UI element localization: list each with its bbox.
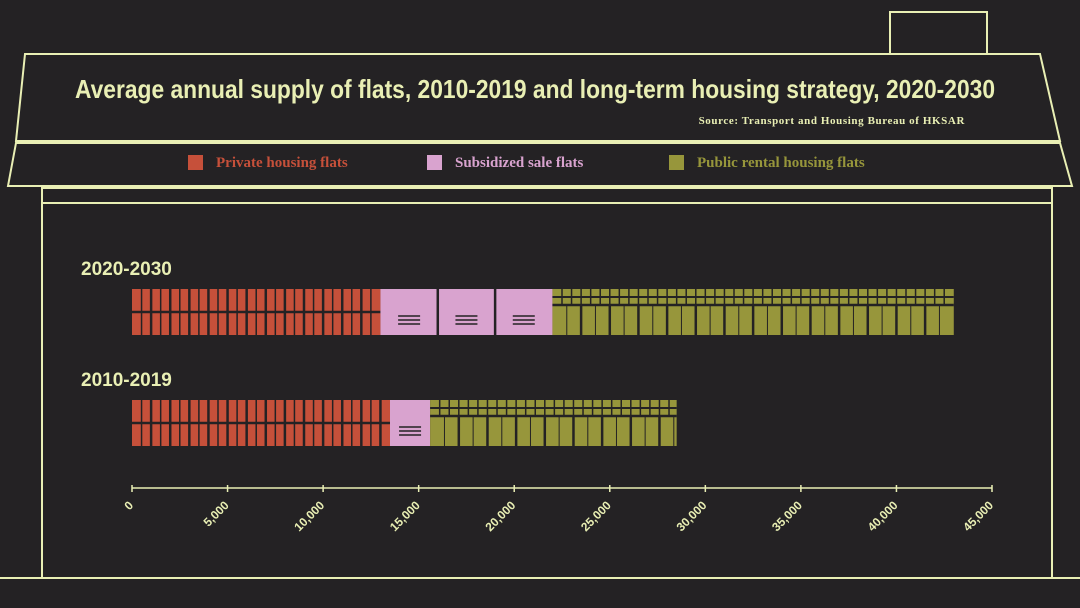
bars-group: 2020-2030 2010-2019 (81, 259, 954, 446)
bar-fill-subsidized-1 (390, 400, 431, 446)
legend-item-public: Public rental housing flats (669, 155, 865, 171)
bar-public-0 (552, 289, 954, 335)
legend-label-public: Public rental housing flats (697, 155, 865, 171)
house-lintel (41, 187, 1053, 204)
bar-private-0 (132, 289, 381, 335)
legend: Private housing flats Subsidized sale fla… (188, 155, 865, 171)
bar-subsidized-0 (380, 289, 553, 335)
legend-swatch-private (188, 155, 203, 170)
bar-subsidized-1 (390, 400, 431, 446)
legend-label-private: Private housing flats (216, 155, 348, 171)
x-tick-label-5: 25,000 (578, 498, 614, 534)
x-tick-label-9: 45,000 (960, 498, 996, 534)
legend-item-subsidized: Subsidized sale flats (427, 155, 584, 171)
source-note: Source: Transport and Housing Bureau of … (699, 115, 966, 127)
house-outline (0, 11, 1080, 579)
legend-swatch-subsidized (427, 155, 442, 170)
x-tick-label-0: 0 (121, 498, 136, 513)
bar-private-1 (132, 400, 390, 446)
legend-label-subsidized: Subsidized sale flats (455, 155, 584, 171)
category-label-0: 2020-2030 (81, 259, 172, 280)
x-tick-label-3: 15,000 (387, 498, 423, 534)
bar-fill-subsidized-0 (380, 289, 553, 335)
x-tick-label-2: 10,000 (291, 498, 327, 534)
x-tick-label-6: 30,000 (674, 498, 710, 534)
chart-title: Average annual supply of flats, 2010-201… (75, 74, 995, 104)
x-tick-label-7: 35,000 (769, 498, 805, 534)
x-tick-label-1: 5,000 (201, 498, 232, 529)
house-chimney (889, 11, 988, 55)
category-label-1: 2010-2019 (81, 370, 172, 391)
house-eave (6, 142, 1074, 187)
x-tick-label-4: 20,000 (482, 498, 518, 534)
x-axis: 0 5,000 10,000 15,000 20,000 25,000 30,000 35,0… (121, 485, 996, 534)
bar-public-1 (430, 400, 677, 446)
house-walls (41, 203, 1053, 579)
house-roof (14, 53, 1062, 142)
x-tick-label-8: 40,000 (865, 498, 901, 534)
legend-swatch-public (669, 155, 684, 170)
legend-item-private: Private housing flats (188, 155, 348, 171)
